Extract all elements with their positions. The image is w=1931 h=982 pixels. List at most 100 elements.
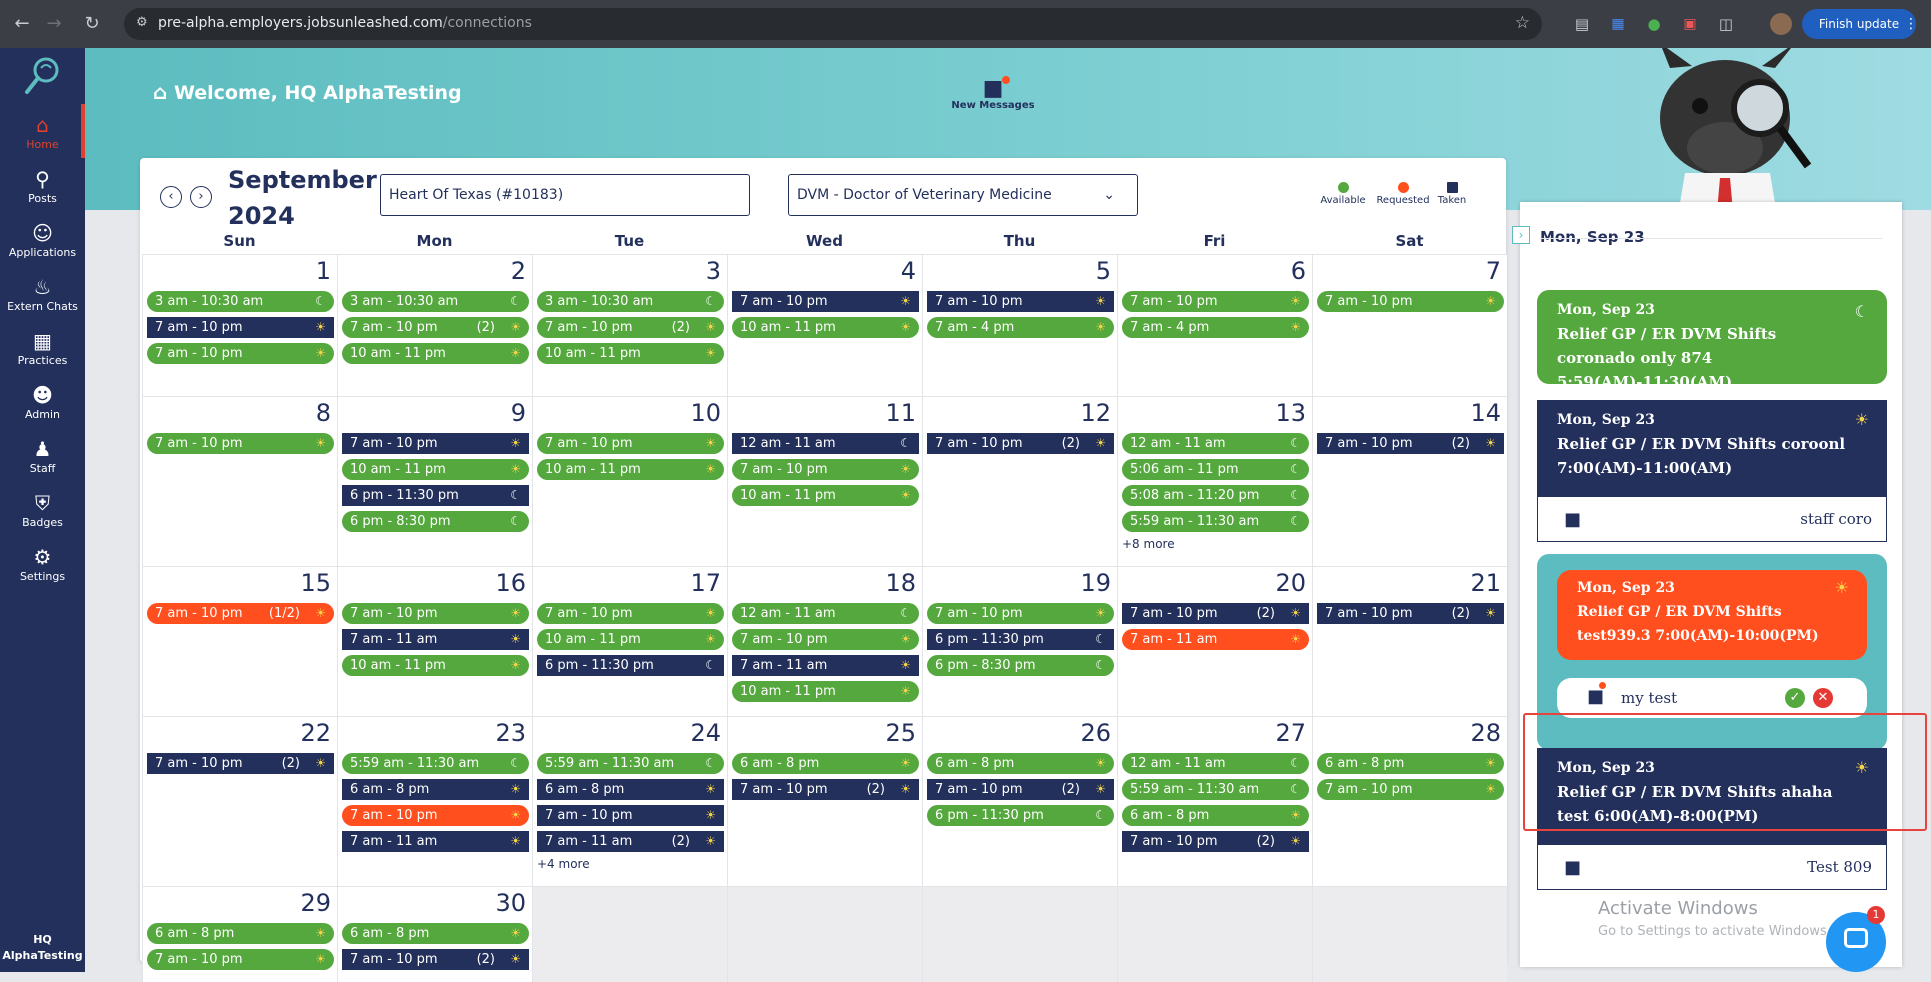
calendar-day-cell[interactable]: 23 5:59 am - 11:30 am ☾ 6 am - 8 pm ☀ 7 am - … (337, 716, 532, 886)
next-month-button[interactable]: › (190, 186, 212, 208)
shift-pill[interactable]: 6 pm - 11:30 pm ☾ (927, 629, 1114, 650)
shift-pill[interactable]: 5:08 am - 11:20 pm ☾ (1122, 485, 1309, 506)
shift-pill[interactable]: 7 am - 10 pm ☀ (1122, 291, 1309, 312)
bookmark-star-icon[interactable]: ☆ (1514, 13, 1530, 33)
shift-pill[interactable]: 7 am - 10 pm ☀ (342, 603, 529, 624)
shift-pill[interactable]: 7 am - 10 pm ☀ (342, 433, 529, 454)
reject-x-icon[interactable]: ✕ (1813, 688, 1833, 708)
shift-pill[interactable]: 6 pm - 8:30 pm ☾ (342, 511, 529, 532)
calendar-day-cell[interactable]: 29 6 am - 8 pm ☀ 7 am - 10 pm ☀ (142, 886, 337, 982)
calendar-day-cell[interactable]: 20 7 am - 10 pm (2) ☀ 7 am - 11 am ☀ (1117, 566, 1312, 716)
shift-pill[interactable]: 7 am - 10 pm (2) ☀ (342, 317, 529, 338)
shift-pill[interactable]: 12 am - 11 am ☾ (1122, 433, 1309, 454)
shift-pill[interactable]: 7 am - 10 pm (2) ☀ (537, 317, 724, 338)
shift-pill[interactable]: 5:59 am - 11:30 am ☾ (342, 753, 529, 774)
calendar-day-cell[interactable]: 15 7 am - 10 pm (1/2) ☀ (142, 566, 337, 716)
shift-pill[interactable]: 12 am - 11 am ☾ (732, 433, 919, 454)
prev-month-button[interactable]: ‹ (160, 186, 182, 208)
extension-icon[interactable]: ▤ (1574, 15, 1590, 33)
shift-pill[interactable]: 7 am - 10 pm ☀ (147, 317, 334, 338)
app-logo[interactable] (22, 56, 62, 98)
calendar-day-cell[interactable]: 12 7 am - 10 pm (2) ☀ (922, 396, 1117, 566)
forward-icon[interactable]: → (46, 13, 62, 34)
shift-pill[interactable]: 7 am - 10 pm ☀ (732, 629, 919, 650)
shift-pill[interactable]: 6 am - 8 pm ☀ (1317, 753, 1504, 774)
shift-pill[interactable]: 7 am - 10 pm ☀ (537, 603, 724, 624)
shift-pill[interactable]: 7 am - 10 pm ☀ (537, 805, 724, 826)
shift-pill[interactable]: 3 am - 10:30 am ☾ (147, 291, 334, 312)
sidebar-user[interactable]: HQ AlphaTesting (0, 932, 85, 964)
sidebar-item-applications[interactable]: ☺ Applications (0, 220, 85, 272)
chat-icon[interactable]: ■ (1564, 509, 1582, 530)
shift-pill[interactable]: 7 am - 10 pm ☀ (732, 459, 919, 480)
calendar-day-cell[interactable] (1312, 886, 1507, 982)
calendar-day-cell[interactable]: 21 7 am - 10 pm (2) ☀ (1312, 566, 1507, 716)
chat-icon[interactable]: ■ (1587, 686, 1605, 707)
shift-pill[interactable]: 7 am - 10 pm (2) ☀ (1122, 831, 1309, 852)
calendar-day-cell[interactable]: 4 7 am - 10 pm ☀ 10 am - 11 pm ☀ (727, 254, 922, 396)
collapse-panel-button[interactable]: › (1512, 226, 1530, 244)
practice-field[interactable]: Heart Of Texas (#10183) (380, 174, 750, 216)
profile-avatar[interactable] (1770, 13, 1792, 35)
shift-pill[interactable]: 6 pm - 11:30 pm ☾ (342, 485, 529, 506)
shift-pill[interactable]: 7 am - 10 pm (2) ☀ (1122, 603, 1309, 624)
calendar-day-cell[interactable]: 8 7 am - 10 pm ☀ (142, 396, 337, 566)
shift-pill[interactable]: 7 am - 10 pm ☀ (927, 291, 1114, 312)
shift-pill[interactable]: 6 pm - 11:30 pm ☾ (927, 805, 1114, 826)
shift-pill[interactable]: 7 am - 10 pm ☀ (147, 343, 334, 364)
calendar-day-cell[interactable]: 13 12 am - 11 am ☾ 5:06 am - 11 pm ☾ 5:08 am … (1117, 396, 1312, 566)
shift-pill[interactable]: 7 am - 10 pm (2) ☀ (342, 949, 529, 970)
shift-pill[interactable]: 10 am - 11 pm ☀ (732, 317, 919, 338)
role-select[interactable]: DVM - Doctor of Veterinary Medicine ⌄ (788, 174, 1138, 216)
calendar-day-cell[interactable]: 27 12 am - 11 am ☾ 5:59 am - 11:30 am ☾ 6 am … (1117, 716, 1312, 886)
calendar-day-cell[interactable]: 18 12 am - 11 am ☾ 7 am - 10 pm ☀ 7 am - 11 a… (727, 566, 922, 716)
shift-card-taken[interactable]: Mon, Sep 23 ☀ Relief GP / ER DVM Shifts … (1537, 748, 1887, 844)
site-info-icon[interactable]: ⚙ (136, 15, 148, 30)
calendar-day-cell[interactable] (922, 886, 1117, 982)
shift-card-requested[interactable]: Mon, Sep 23 ☀ Relief GP / ER DVM Shifts … (1557, 570, 1867, 660)
sidebar-item-posts[interactable]: ⚲ Posts (0, 166, 85, 218)
calendar-day-cell[interactable]: 22 7 am - 10 pm (2) ☀ (142, 716, 337, 886)
shift-pill[interactable]: 10 am - 11 pm ☀ (342, 459, 529, 480)
shift-pill[interactable]: 5:59 am - 11:30 am ☾ (537, 753, 724, 774)
shift-pill[interactable]: 6 am - 8 pm ☀ (537, 779, 724, 800)
shift-card-taken[interactable]: Mon, Sep 23 ☀ Relief GP / ER DVM Shifts … (1537, 400, 1887, 496)
shift-pill[interactable]: 7 am - 10 pm (1/2) ☀ (147, 603, 334, 624)
sidebar-item-staff[interactable]: ♟ Staff (0, 436, 85, 488)
shift-pill[interactable]: 10 am - 11 pm ☀ (342, 343, 529, 364)
shift-pill[interactable]: 6 am - 8 pm ☀ (342, 779, 529, 800)
shift-pill[interactable]: 3 am - 10:30 am ☾ (537, 291, 724, 312)
shift-pill[interactable]: 3 am - 10:30 am ☾ (342, 291, 529, 312)
calendar-day-cell[interactable]: 14 7 am - 10 pm (2) ☀ (1312, 396, 1507, 566)
reload-icon[interactable]: ↻ (84, 13, 100, 34)
shift-pill[interactable]: 7 am - 11 am (2) ☀ (537, 831, 724, 852)
shift-pill[interactable]: 7 am - 10 pm ☀ (732, 291, 919, 312)
shift-pill[interactable]: 7 am - 11 am ☀ (342, 831, 529, 852)
calendar-day-cell[interactable]: 10 7 am - 10 pm ☀ 10 am - 11 pm ☀ (532, 396, 727, 566)
shift-pill[interactable]: 5:06 am - 11 pm ☾ (1122, 459, 1309, 480)
shift-pill[interactable]: 7 am - 10 pm ☀ (927, 603, 1114, 624)
shift-pill[interactable]: 12 am - 11 am ☾ (1122, 753, 1309, 774)
calendar-day-cell[interactable]: 19 7 am - 10 pm ☀ 6 pm - 11:30 pm ☾ 6 pm - 8:… (922, 566, 1117, 716)
sidebar-item-extern-chats[interactable]: ♨ Extern Chats (0, 274, 85, 326)
shift-pill[interactable]: 7 am - 10 pm (2) ☀ (147, 753, 334, 774)
shift-pill[interactable]: 10 am - 11 pm ☀ (537, 459, 724, 480)
shift-pill[interactable]: 7 am - 10 pm (2) ☀ (927, 779, 1114, 800)
calendar-ext-icon[interactable]: ▣ (1683, 16, 1697, 32)
more-shifts-link[interactable]: +4 more (537, 857, 590, 871)
shift-pill[interactable]: 7 am - 11 am ☀ (1122, 629, 1309, 650)
calendar-day-cell[interactable]: 6 7 am - 10 pm ☀ 7 am - 4 pm ☀ (1117, 254, 1312, 396)
shift-pill[interactable]: 7 am - 10 pm ☀ (1317, 779, 1504, 800)
chat-icon[interactable]: ■ (1564, 857, 1582, 878)
shift-pill[interactable]: 5:59 am - 11:30 am ☾ (1122, 511, 1309, 532)
sidebar-item-badges[interactable]: ⛨ Badges (0, 490, 85, 542)
shift-pill[interactable]: 12 am - 11 am ☾ (732, 603, 919, 624)
calendar-day-cell[interactable]: 9 7 am - 10 pm ☀ 10 am - 11 pm ☀ 6 pm - 11:30… (337, 396, 532, 566)
shift-pill[interactable]: 7 am - 10 pm (2) ☀ (927, 433, 1114, 454)
calendar-day-cell[interactable] (532, 886, 727, 982)
shift-pill[interactable]: 6 am - 8 pm ☀ (732, 753, 919, 774)
shift-card-footer[interactable]: ■ staff coro (1537, 496, 1887, 542)
calendar-day-cell[interactable]: 5 7 am - 10 pm ☀ 7 am - 4 pm ☀ (922, 254, 1117, 396)
